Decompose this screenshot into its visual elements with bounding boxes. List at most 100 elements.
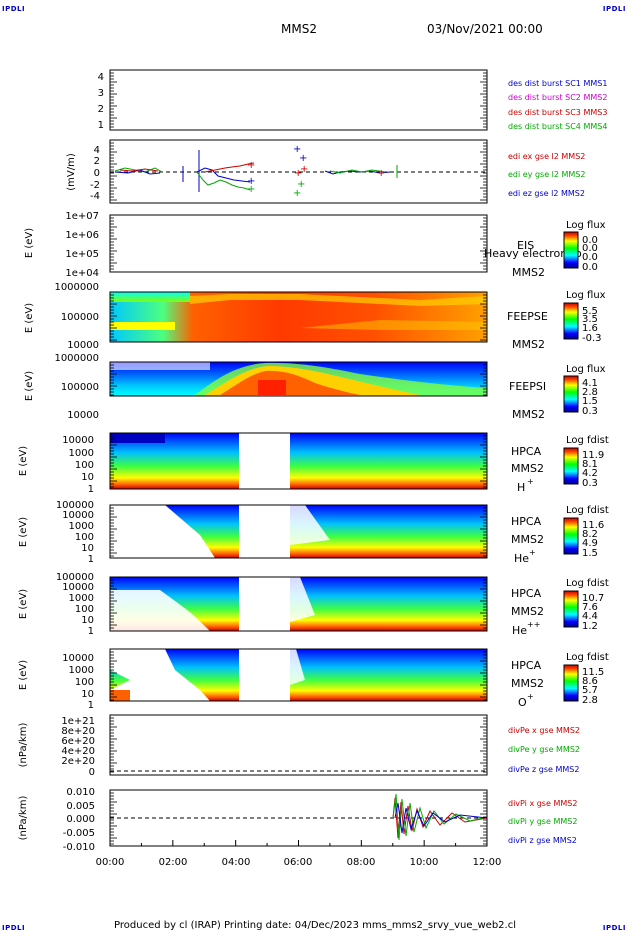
- time-label-0400: 04:00: [222, 857, 251, 868]
- hpca-hepp-species: He: [512, 624, 527, 637]
- hpca-h-tick-1e4: 10000: [62, 435, 94, 446]
- hpca-o-sc-label: MMS2: [511, 677, 544, 690]
- eis-tick-1e7: 1e+07: [65, 211, 99, 222]
- burst-legend-mms2: des dist burst SC2 MMS2: [508, 93, 607, 102]
- hpca-hepp-panel: E (eV) 100000 10000 1000 100 10 1 HPCA M…: [18, 572, 609, 637]
- feepsi-cb-1: 4.1: [582, 378, 598, 389]
- divpi-tick-m005: -0.005: [63, 828, 95, 839]
- spacecraft-title: MMS2: [281, 22, 317, 36]
- eis-tick-1e4: 1e+04: [65, 268, 99, 279]
- feepse-sc-label: MMS2: [512, 338, 545, 351]
- hpca-o-tick-1e2: 100: [75, 677, 94, 688]
- hpca-hepp-sc-label: MMS2: [511, 605, 544, 618]
- eis-sc-label: MMS2: [512, 266, 545, 279]
- eis-panel: E (eV) 1e+07 1e+06 1e+05 1e+04 EIS Heavy…: [24, 211, 606, 279]
- edi-tick-0: 0: [94, 168, 100, 179]
- edi-legend-ey: edi ey gse l2 MMS2: [508, 170, 586, 179]
- edi-tick-4: 4: [94, 145, 100, 156]
- eis-tick-1e5: 1e+05: [65, 249, 99, 260]
- hpca-h-cb-1: 11.9: [582, 450, 604, 461]
- feepsi-colorbar: [563, 375, 579, 413]
- hpca-h-ylabel: E (eV): [18, 446, 29, 476]
- edi-legend-ex: edi ex gse l2 MMS2: [508, 152, 585, 161]
- hpca-h-sc-label: MMS2: [511, 462, 544, 475]
- panel-ticks: [110, 294, 487, 341]
- divpi-tick-p010: 0.010: [66, 787, 95, 798]
- eis-overlay-text: Heavy electron to: [484, 247, 582, 260]
- hpca-h-tick-10: 10: [81, 472, 94, 483]
- svg-text:+: +: [247, 184, 255, 195]
- edi-panel: (mV/m) 4 2 0 -2 -4 + + + + + + + + + +: [66, 139, 586, 204]
- hpca-hepp-tick-1e3: 1000: [69, 593, 94, 604]
- corner-logo-tl: IPDLI: [2, 5, 26, 13]
- hpca-o-tick-10: 10: [81, 689, 94, 700]
- hpca-he-tick-1e5: 100000: [56, 500, 94, 511]
- feepsi-cb-title: Log flux: [566, 364, 606, 375]
- corner-logo-bl: IPDLI: [2, 924, 26, 932]
- feepsi-panel: E (eV) 1000000 100000 10000 FEEPSI MMS2 …: [24, 353, 606, 421]
- feepsi-tick-1e6: 1000000: [54, 353, 99, 364]
- feepsi-ylabel: E (eV): [24, 371, 35, 401]
- hpca-hepp-cb-3: 4.4: [582, 611, 598, 622]
- eis-cb-4: 0.0: [582, 262, 598, 273]
- feepsi-cb-4: 0.3: [582, 406, 598, 417]
- edi-ylabel: (mV/m): [66, 153, 77, 191]
- hpca-h-species: H: [517, 481, 525, 494]
- hpca-hepp-tick-1: 1: [88, 626, 94, 637]
- hpca-o-cb-title: Log fdist: [566, 652, 609, 663]
- svg-text:+: +: [293, 188, 301, 199]
- hpca-hepp-colorbar: [563, 590, 579, 628]
- hpca-he-inst-label: HPCA: [511, 515, 542, 528]
- time-label-0200: 02:00: [159, 857, 188, 868]
- feepse-ylabel: E (eV): [24, 303, 35, 333]
- time-axis: 00:00 02:00 04:00 06:00 08:00 10:00 12:0…: [96, 857, 502, 868]
- feepsi-tick-1e4: 10000: [67, 410, 99, 421]
- eis-tick-1e6: 1e+06: [65, 230, 99, 241]
- edi-legend-ez: edi ez gse l2 MMS2: [508, 189, 585, 198]
- svg-text:+: +: [377, 168, 385, 179]
- divpe-tick-2e20: 2e+20: [61, 756, 95, 767]
- divpe-ylabel: (nPa/km): [18, 723, 29, 768]
- eis-inst-label: EIS: [517, 239, 534, 252]
- hpca-o-charge: +: [527, 692, 534, 701]
- divpi-traces: [392, 793, 488, 841]
- feepse-cb-title: Log flux: [566, 290, 606, 301]
- feepsi-sc-label: MMS2: [512, 408, 545, 421]
- divpi-legend-z: divPi z gse MMS2: [508, 836, 577, 845]
- burst-tick-3: 3: [98, 88, 104, 99]
- panel-ticks: [110, 72, 487, 128]
- hpca-h-cb-title: Log fdist: [566, 435, 609, 446]
- hpca-he-ylabel: E (eV): [18, 517, 29, 547]
- divpi-tick-m010: -0.010: [63, 842, 95, 853]
- divpi-tick-0: 0.000: [66, 814, 95, 825]
- hpca-h-tick-1e3: 1000: [69, 448, 94, 459]
- burst-tick-4: 4: [98, 72, 104, 83]
- hpca-o-tick-1e4: 10000: [62, 653, 94, 664]
- time-label-0600: 06:00: [284, 857, 313, 868]
- panel-ticks: [110, 142, 487, 201]
- time-label-0800: 08:00: [347, 857, 376, 868]
- hpca-he-cb-4: 1.5: [582, 548, 598, 559]
- hpca-he-cb-title: Log fdist: [566, 505, 609, 516]
- hpca-hepp-cb-1: 10.7: [582, 593, 604, 604]
- hpca-hepp-charge: ++: [527, 620, 540, 629]
- edi-legend: edi ex gse l2 MMS2 edi ey gse l2 MMS2 ed…: [508, 152, 586, 198]
- corner-logo-br: IPDLI: [602, 924, 626, 932]
- hpca-h-inst-label: HPCA: [511, 445, 542, 458]
- hpca-o-colorbar: [563, 664, 579, 702]
- hpca-he-cb-1: 11.6: [582, 520, 604, 531]
- divpi-panel: (nPa/km) 0.010 0.005 0.000 -0.005 -0.010…: [18, 787, 577, 853]
- eis-cb-2: 0.0: [582, 243, 598, 254]
- corner-logo-tr: IPDLI: [602, 5, 626, 13]
- hpca-h-cb-3: 4.2: [582, 468, 598, 479]
- svg-text:+: +: [300, 164, 308, 175]
- hpca-o-panel: E (eV) 10000 1000 100 10 1 HPCA MMS2 O +…: [18, 648, 609, 711]
- panel-ticks: [110, 717, 487, 773]
- hpca-he-cb-3: 4.9: [582, 538, 598, 549]
- hpca-he-charge: +: [529, 548, 536, 557]
- hpca-hepp-tick-1e4: 10000: [62, 582, 94, 593]
- hpca-hepp-tick-1e5: 100000: [56, 572, 94, 583]
- date-title: 03/Nov/2021 00:00: [427, 22, 543, 36]
- svg-text:+: +: [247, 176, 255, 187]
